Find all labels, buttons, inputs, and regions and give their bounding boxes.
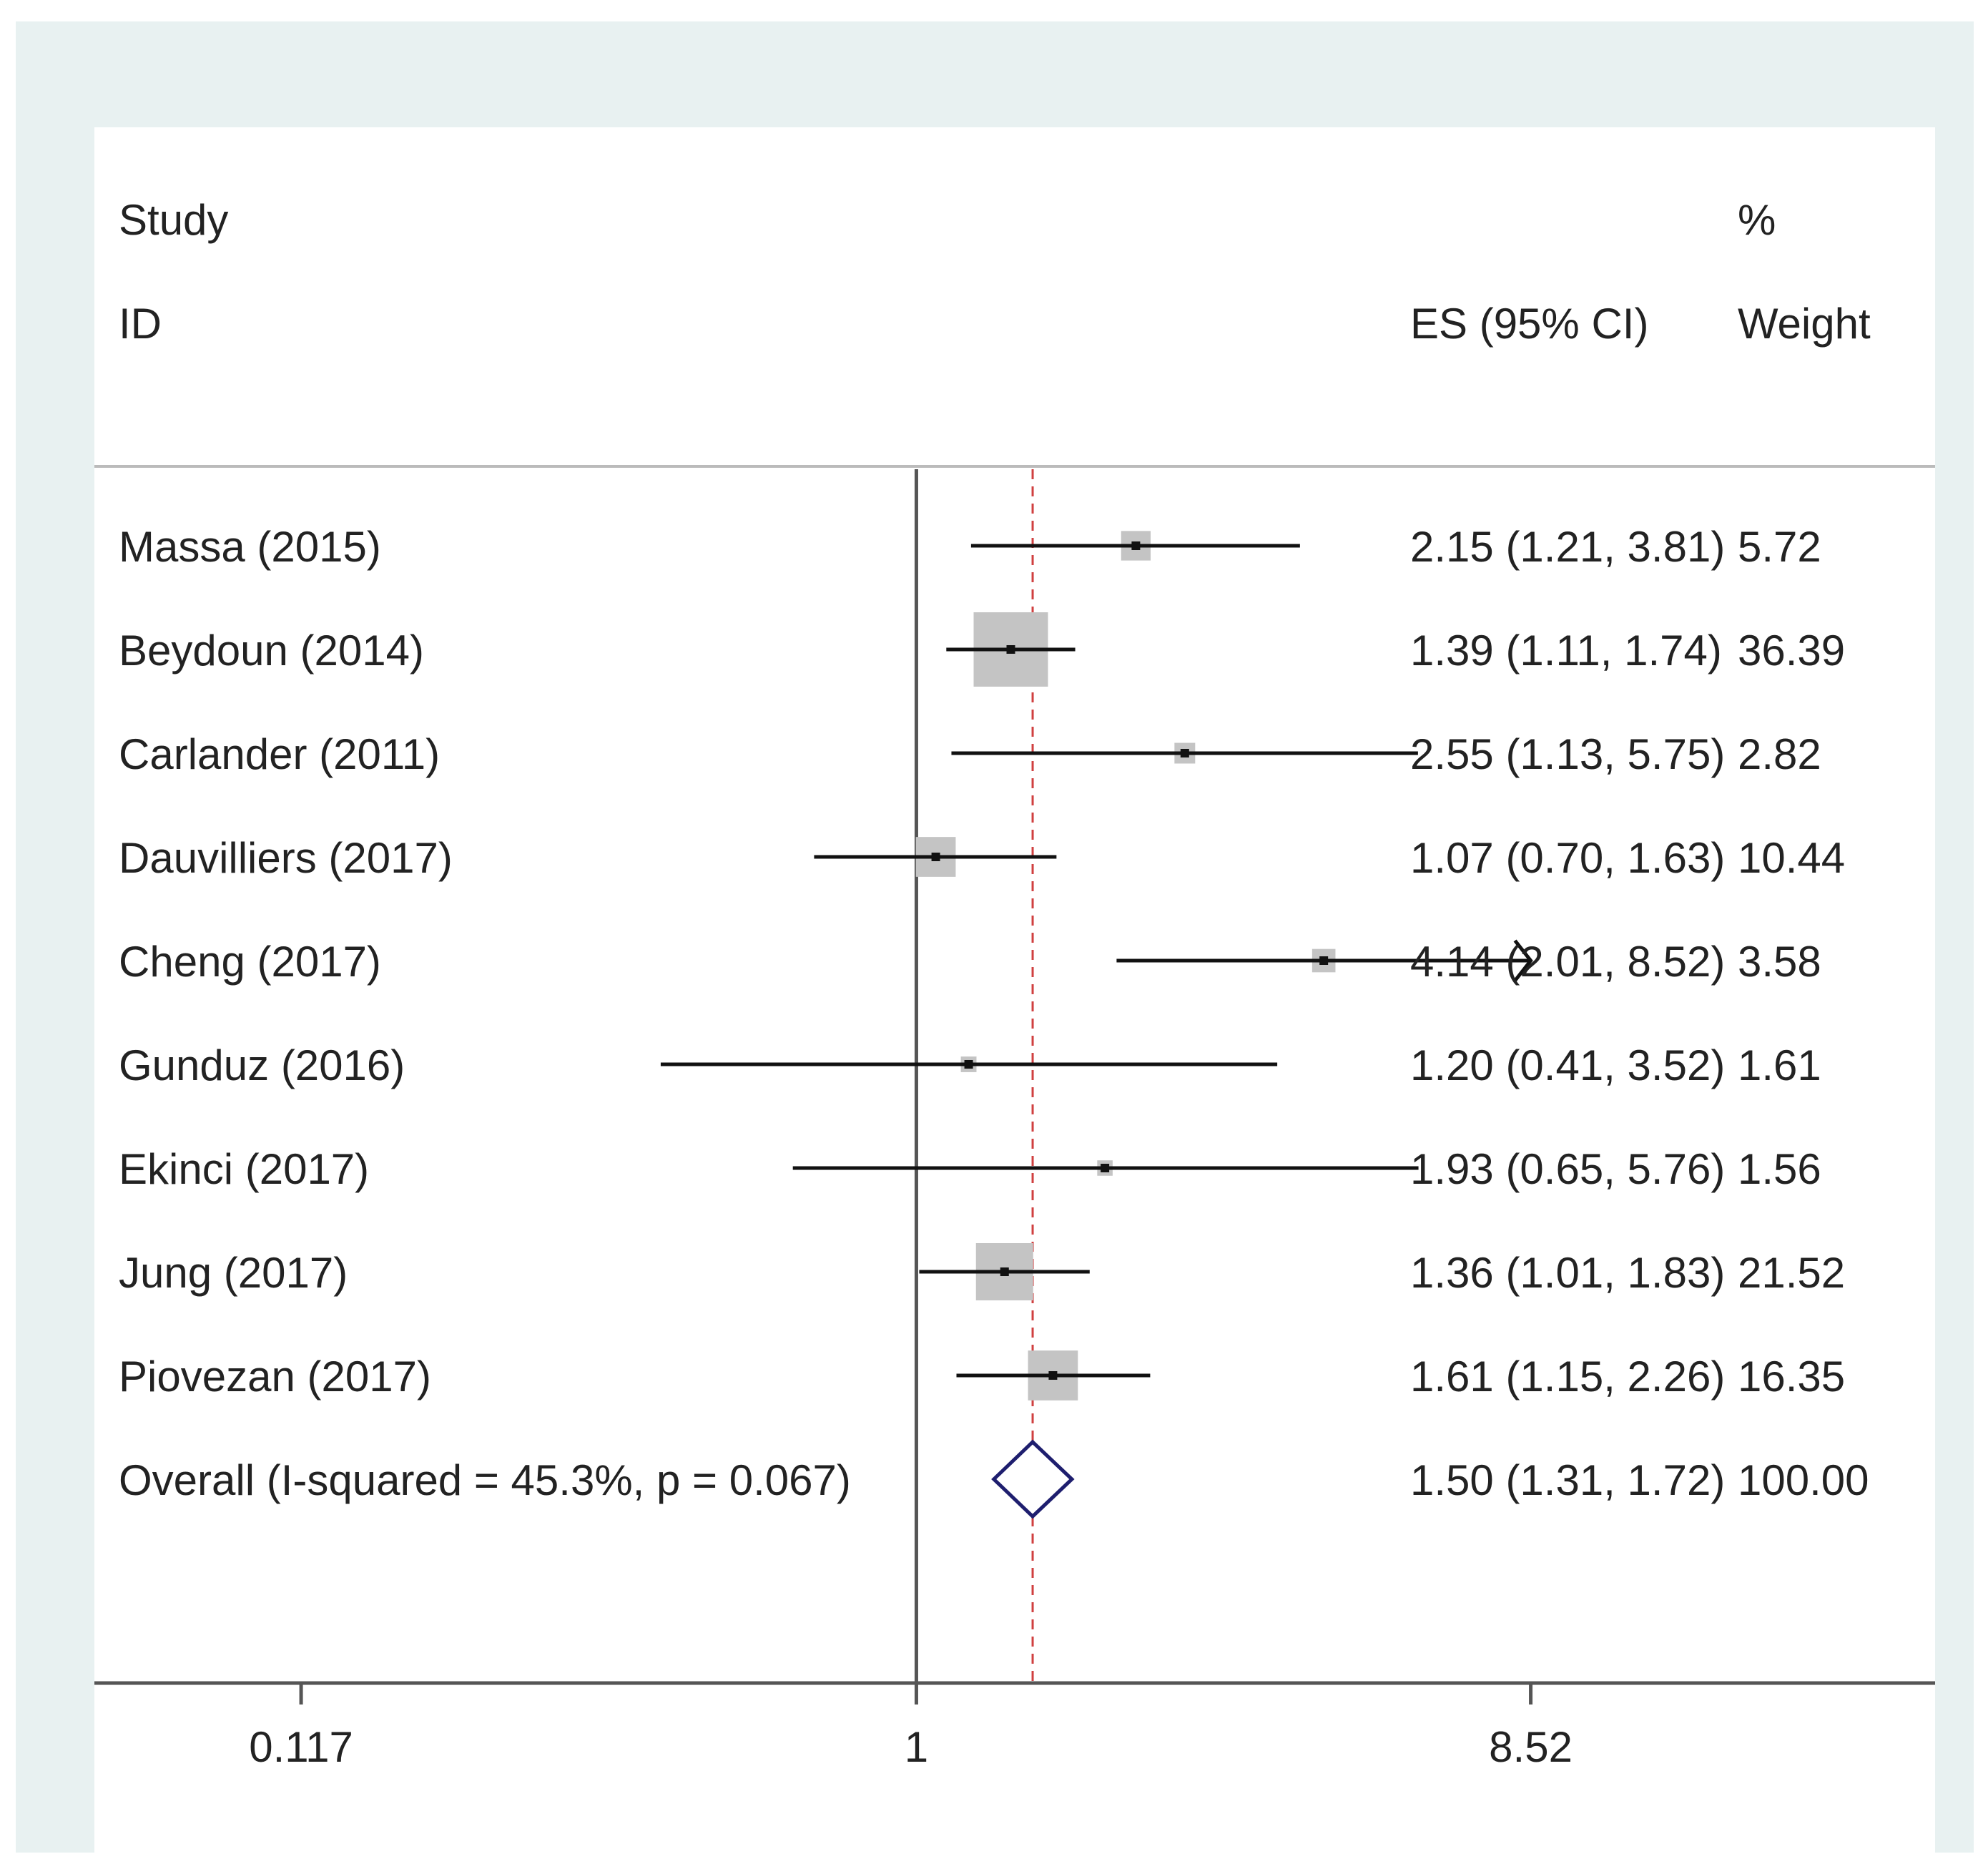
point-estimate [931, 853, 940, 861]
study-row: Cheng (2017) 4.14 (2.01, 8.52) 3.58 [119, 938, 1821, 986]
point-estimate [1101, 1164, 1110, 1172]
point-estimate [964, 1060, 973, 1069]
effect-size-ci: 1.07 (0.70, 1.63) [1410, 834, 1725, 882]
effect-size-ci: 2.55 (1.13, 5.75) [1410, 730, 1725, 778]
overall-weight: 100.00 [1738, 1456, 1869, 1504]
study-name: Cheng (2017) [119, 938, 381, 986]
study-name: Carlander (2011) [119, 730, 440, 778]
effect-size-ci: 1.20 (0.41, 3.52) [1410, 1041, 1725, 1089]
study-weight: 2.82 [1738, 730, 1821, 778]
study-weight: 21.52 [1738, 1249, 1845, 1297]
overall-effect-size-ci: 1.50 (1.31, 1.72) [1410, 1456, 1725, 1504]
study-weight: 10.44 [1738, 834, 1845, 882]
overall-diamond [991, 1439, 1075, 1519]
study-name: Piovezan (2017) [119, 1353, 431, 1401]
study-row: Piovezan (2017) 1.61 (1.15, 2.26) 16.35 [119, 1350, 1845, 1401]
effect-size-ci: 4.14 (2.01, 8.52) [1410, 938, 1725, 986]
study-name: Dauvilliers (2017) [119, 834, 453, 882]
study-row: Beydoun (2014) 1.39 (1.11, 1.74) 36.39 [119, 612, 1845, 687]
forest-plot: Study ID ES (95% CI) % Weight Massa (201… [94, 196, 1935, 1771]
study-weight: 36.39 [1738, 627, 1845, 675]
study-name: Beydoun (2014) [119, 627, 424, 675]
point-estimate [1180, 749, 1189, 757]
study-row: Carlander (2011) 2.55 (1.13, 5.75) 2.82 [119, 730, 1821, 778]
overall-label: Overall (I-squared = 45.3%, p = 0.067) [119, 1456, 851, 1504]
effect-size-ci: 2.15 (1.21, 3.81) [1410, 523, 1725, 571]
study-row: Gunduz (2016) 1.20 (0.41, 3.52) 1.61 [119, 1041, 1821, 1089]
study-name: Massa (2015) [119, 523, 381, 571]
header-weight: Weight [1738, 300, 1871, 348]
study-row: Jung (2017) 1.36 (1.01, 1.83) 21.52 [119, 1243, 1845, 1300]
effect-size-ci: 1.61 (1.15, 2.26) [1410, 1353, 1725, 1401]
x-tick-label: 8.52 [1489, 1723, 1573, 1771]
study-name: Jung (2017) [119, 1249, 348, 1297]
study-name: Ekinci (2017) [119, 1145, 369, 1193]
study-row: Massa (2015) 2.15 (1.21, 3.81) 5.72 [119, 523, 1821, 571]
header-study: Study [119, 196, 228, 244]
plot-panel: Study ID ES (95% CI) % Weight Massa (201… [94, 127, 1935, 1854]
figure-frame: Study ID ES (95% CI) % Weight Massa (201… [16, 21, 1974, 1854]
header-id: ID [119, 300, 162, 348]
header-percent: % [1738, 196, 1776, 244]
study-weight: 5.72 [1738, 523, 1821, 571]
x-axis: 0.117 1 8.52 [94, 1681, 1935, 1771]
point-estimate [1048, 1371, 1058, 1380]
effect-size-ci: 1.93 (0.65, 5.76) [1410, 1145, 1725, 1193]
ci-arrow [1513, 939, 1533, 982]
study-rows: Massa (2015) 2.15 (1.21, 3.81) 5.72 Beydoun… [119, 523, 1869, 1519]
x-tick-label: 0.117 [249, 1723, 353, 1771]
header: Study ID ES (95% CI) % Weight [94, 196, 1935, 468]
effect-size-ci: 1.39 (1.11, 1.74) [1410, 627, 1722, 675]
plot-marks [914, 469, 1034, 1683]
header-es-ci: ES (95% CI) [1410, 300, 1648, 348]
overall-row: Overall (I-squared = 45.3%, p = 0.067) 1.… [119, 1439, 1869, 1519]
study-weight: 3.58 [1738, 938, 1821, 986]
point-estimate [1000, 1267, 1009, 1276]
study-weight: 1.56 [1738, 1145, 1821, 1193]
study-name: Gunduz (2016) [119, 1041, 405, 1089]
point-estimate [1006, 645, 1015, 654]
study-weight: 1.61 [1738, 1041, 1821, 1089]
effect-size-ci: 1.36 (1.01, 1.83) [1410, 1249, 1725, 1297]
point-estimate [1319, 956, 1329, 965]
study-row: Dauvilliers (2017) 1.07 (0.70, 1.63) 10.44 [119, 834, 1845, 882]
study-weight: 16.35 [1738, 1353, 1845, 1401]
point-estimate [1131, 541, 1141, 550]
study-row: Ekinci (2017) 1.93 (0.65, 5.76) 1.56 [119, 1145, 1821, 1193]
x-tick-label: 1 [905, 1723, 928, 1771]
